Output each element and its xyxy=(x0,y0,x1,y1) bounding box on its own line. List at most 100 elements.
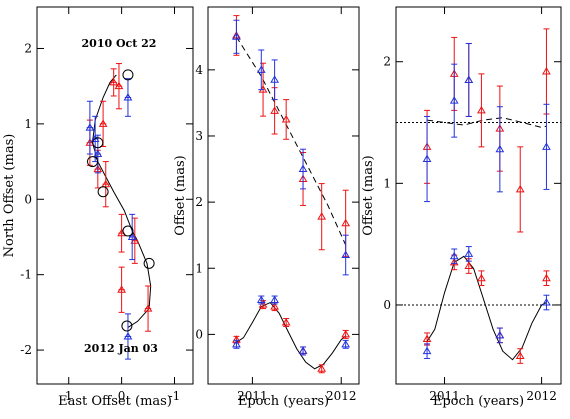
y-tick-label: 2 xyxy=(24,41,32,55)
data-point xyxy=(542,273,551,282)
x-axis-label: Epoch (years) xyxy=(238,394,329,409)
y-axis-label: North Offset (mas) xyxy=(2,134,17,258)
epoch-marker xyxy=(87,156,99,168)
data-point xyxy=(341,218,351,227)
data-point xyxy=(422,154,432,163)
x-axis-label: Epoch (years) xyxy=(433,394,524,409)
dashed-model-curve xyxy=(235,36,347,246)
data-point xyxy=(256,65,266,73)
data-point xyxy=(515,184,525,193)
plot-frame xyxy=(207,6,360,385)
data-point xyxy=(256,295,266,304)
data-point xyxy=(98,119,108,127)
data-point xyxy=(542,66,551,75)
x-tick-label: 2011 xyxy=(429,389,460,403)
data-point xyxy=(143,304,153,312)
x-tick-label: 0 xyxy=(118,389,126,403)
y-tick-label: 0 xyxy=(24,192,32,206)
annotation: 2010 Oct 22 xyxy=(82,37,157,50)
x-tick-label: 2011 xyxy=(237,389,268,403)
annotation: 2012 Jan 03 xyxy=(84,342,158,355)
data-point xyxy=(281,114,291,123)
data-point xyxy=(123,332,133,340)
epoch-marker xyxy=(121,320,133,332)
y-tick-label: 1 xyxy=(383,176,391,190)
data-point xyxy=(270,295,279,304)
epoch-marker xyxy=(92,137,104,149)
data-point xyxy=(317,364,327,372)
data-point xyxy=(464,261,474,270)
x-tick-label: 1 xyxy=(65,389,73,403)
data-point xyxy=(341,250,351,259)
data-point xyxy=(464,249,474,257)
data-point xyxy=(123,92,133,101)
data-point xyxy=(232,32,241,40)
data-point xyxy=(127,232,137,240)
data-point xyxy=(85,123,95,131)
data-point xyxy=(515,351,525,360)
x-tick-label: 2012 xyxy=(526,389,557,403)
data-point xyxy=(422,346,432,355)
y-tick-label: -1 xyxy=(20,268,32,282)
data-point xyxy=(464,75,474,83)
data-point xyxy=(298,346,308,354)
data-point xyxy=(101,179,111,188)
data-point xyxy=(542,298,551,306)
y-tick-label: 1 xyxy=(24,117,32,131)
model-curve xyxy=(91,74,152,328)
data-point xyxy=(542,142,551,150)
y-tick-label: 3 xyxy=(195,129,203,143)
data-point xyxy=(449,96,459,104)
data-point xyxy=(317,212,327,220)
data-point xyxy=(270,106,279,114)
data-point xyxy=(477,273,486,282)
data-point xyxy=(298,164,308,173)
epoch-marker xyxy=(122,69,134,81)
y-tick-label: 2 xyxy=(195,195,203,209)
y-tick-label: -2 xyxy=(20,343,32,357)
y-tick-label: 0 xyxy=(195,327,203,341)
data-point xyxy=(449,251,459,260)
x-tick-label: 2012 xyxy=(326,389,357,403)
plot-frame xyxy=(36,6,194,385)
plot-frame xyxy=(395,6,562,385)
data-point xyxy=(495,330,505,339)
data-point xyxy=(270,302,279,310)
data-point xyxy=(341,339,351,348)
plot-area xyxy=(85,63,155,360)
data-point xyxy=(90,134,100,142)
data-point xyxy=(270,75,279,83)
data-point xyxy=(93,149,103,158)
solid-model-curve xyxy=(236,301,347,370)
data-point xyxy=(109,77,119,86)
plot-area xyxy=(396,28,561,364)
dashed-model-curve xyxy=(427,117,547,128)
x-axis-label: East Offset (mas) xyxy=(58,394,172,409)
y-axis-label: Offset (mas) xyxy=(361,155,376,236)
data-point xyxy=(117,285,126,293)
data-point xyxy=(422,334,432,343)
epoch-marker xyxy=(97,186,109,198)
y-tick-label: 0 xyxy=(383,298,391,312)
data-point xyxy=(449,257,459,266)
plot-area xyxy=(232,15,351,374)
data-point xyxy=(477,105,486,114)
data-point xyxy=(232,339,241,348)
y-tick-label: 2 xyxy=(383,55,391,69)
y-tick-label: 4 xyxy=(195,63,203,77)
y-tick-label: 1 xyxy=(195,261,203,275)
epoch-marker xyxy=(122,225,134,237)
y-axis-label: Offset (mas) xyxy=(173,155,188,236)
data-point xyxy=(495,144,505,153)
solid-model-curve xyxy=(426,255,547,361)
data-point xyxy=(281,317,291,326)
data-point xyxy=(114,81,124,90)
data-point xyxy=(130,236,140,244)
data-point xyxy=(341,329,351,338)
x-tick-label: -1 xyxy=(169,389,181,403)
epoch-marker xyxy=(143,257,155,269)
